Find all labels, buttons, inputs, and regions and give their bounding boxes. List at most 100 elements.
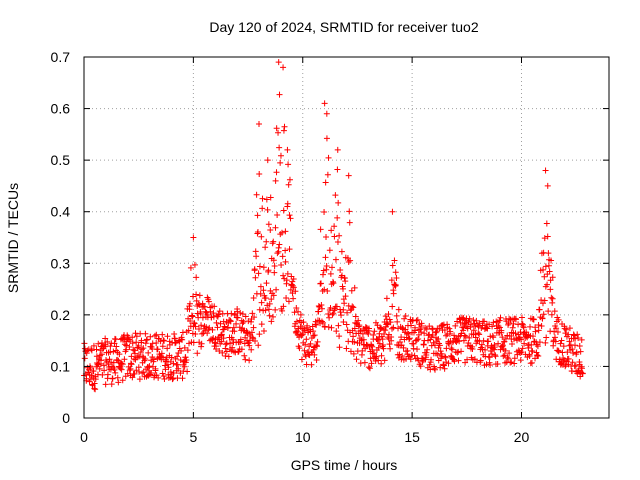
data-point xyxy=(153,339,160,346)
data-point xyxy=(323,135,330,142)
data-point xyxy=(290,295,297,302)
data-point xyxy=(128,353,135,360)
data-point xyxy=(221,323,228,330)
data-point xyxy=(280,303,287,310)
data-point xyxy=(452,322,459,329)
data-point xyxy=(509,341,516,348)
data-point xyxy=(284,270,291,277)
data-point xyxy=(184,368,191,375)
data-point xyxy=(338,312,345,319)
data-point xyxy=(116,351,123,358)
data-point xyxy=(207,308,214,315)
data-point xyxy=(535,327,542,334)
data-point xyxy=(133,333,140,340)
data-point xyxy=(131,356,138,363)
data-point xyxy=(423,349,430,356)
data-point xyxy=(250,294,257,301)
data-point xyxy=(455,357,462,364)
data-point xyxy=(318,318,325,325)
data-point xyxy=(294,328,301,335)
data-point xyxy=(250,324,257,331)
data-point xyxy=(198,340,205,347)
data-point xyxy=(495,323,502,330)
data-point xyxy=(95,340,102,347)
data-point xyxy=(482,346,489,353)
data-point xyxy=(512,330,519,337)
data-point xyxy=(240,318,247,325)
data-point xyxy=(259,195,266,202)
data-point xyxy=(267,226,274,233)
data-point xyxy=(385,311,392,318)
data-point xyxy=(372,319,379,326)
data-point xyxy=(502,347,509,354)
data-point xyxy=(160,337,167,344)
data-point xyxy=(555,347,562,354)
data-point xyxy=(234,308,241,315)
data-point xyxy=(328,227,335,234)
y-tick-label: 0.4 xyxy=(51,204,71,220)
data-point xyxy=(428,356,435,363)
data-point xyxy=(92,376,99,383)
data-point xyxy=(395,306,402,313)
data-point xyxy=(283,277,290,284)
data-point xyxy=(131,370,138,377)
data-point xyxy=(318,280,325,287)
data-point xyxy=(495,340,502,347)
data-point xyxy=(132,350,139,357)
data-point xyxy=(183,356,190,363)
data-point xyxy=(440,362,447,369)
data-point xyxy=(437,348,444,355)
data-point xyxy=(535,321,542,328)
data-point xyxy=(578,336,585,343)
data-point xyxy=(216,308,223,315)
data-point xyxy=(271,263,278,270)
data-point-peak xyxy=(275,59,282,66)
data-point xyxy=(198,322,205,329)
data-point xyxy=(381,357,388,364)
data-point xyxy=(544,233,551,240)
data-point xyxy=(470,327,477,334)
data-point xyxy=(238,346,245,353)
data-point xyxy=(322,179,329,186)
data-point xyxy=(330,310,337,317)
data-point xyxy=(279,307,286,314)
data-point xyxy=(414,316,421,323)
data-point xyxy=(159,331,166,338)
data-point xyxy=(548,311,555,318)
data-point xyxy=(323,234,330,241)
data-point xyxy=(154,346,161,353)
data-point xyxy=(314,338,321,345)
data-point xyxy=(282,228,289,235)
data-point xyxy=(351,284,358,291)
data-point xyxy=(117,365,124,372)
data-point xyxy=(394,318,401,325)
data-point xyxy=(421,330,428,337)
data-point xyxy=(334,166,341,173)
data-point xyxy=(217,320,224,327)
data-point xyxy=(138,346,145,353)
data-point xyxy=(366,365,373,372)
data-point xyxy=(229,344,236,351)
data-point xyxy=(254,230,261,237)
data-point xyxy=(255,342,262,349)
data-point xyxy=(383,295,390,302)
data-point xyxy=(313,357,320,364)
data-point xyxy=(246,342,253,349)
data-point xyxy=(198,343,205,350)
data-point xyxy=(387,345,394,352)
data-point xyxy=(252,338,259,345)
data-point xyxy=(274,212,281,219)
data-point xyxy=(220,335,227,342)
data-point xyxy=(528,341,535,348)
data-point xyxy=(332,256,339,263)
data-point xyxy=(436,342,443,349)
data-point xyxy=(260,328,267,335)
data-point xyxy=(88,346,95,353)
data-point xyxy=(153,331,160,338)
data-point xyxy=(245,339,252,346)
y-tick-label: 0.3 xyxy=(51,255,71,271)
data-point xyxy=(90,342,97,349)
data-point xyxy=(542,339,549,346)
data-point xyxy=(411,352,418,359)
data-point xyxy=(502,335,509,342)
